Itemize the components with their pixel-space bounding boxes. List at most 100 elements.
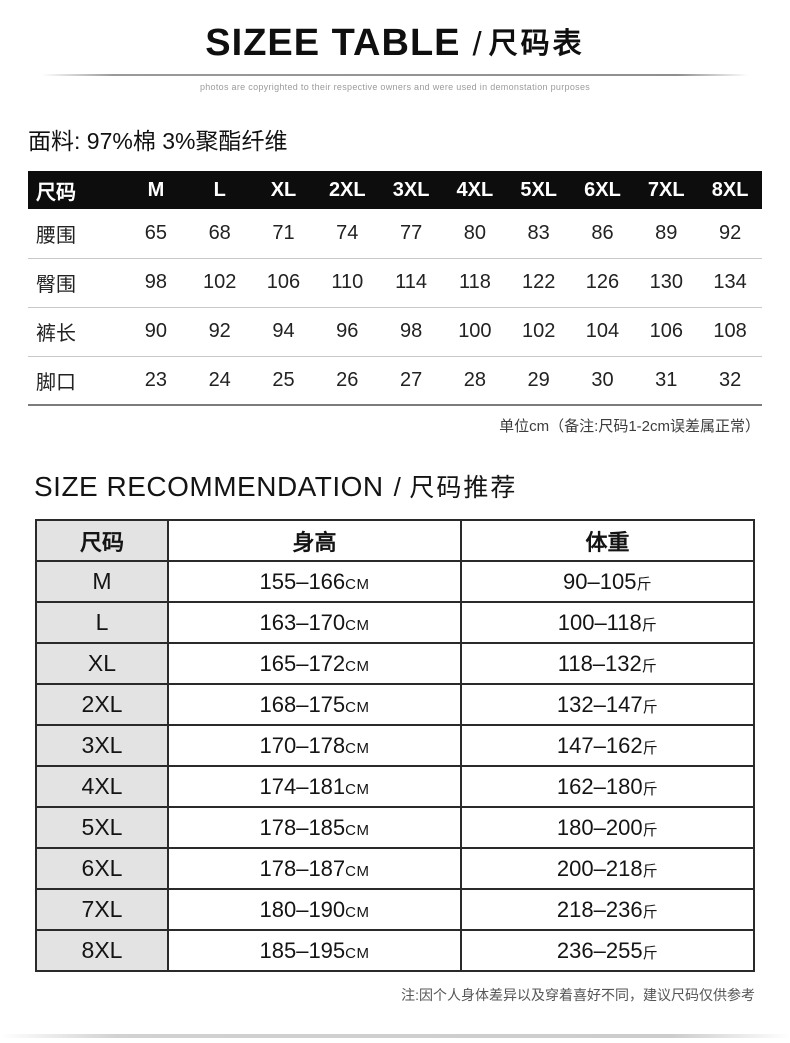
recommendation-table-head: 尺码 身高 体重 — [35, 519, 755, 562]
size-table-row: 裤长 90 92 94 96 98 100 102 104 106 108 — [28, 307, 762, 356]
size-table-cell: 118 — [458, 271, 491, 293]
rec-size-cell: 4XL — [35, 765, 169, 808]
rec-weight-range: 180–200 — [556, 814, 643, 840]
size-table-cell: 102 — [203, 271, 237, 293]
rec-weight-range: 132–147 — [556, 691, 643, 717]
rec-weight-cell: 147–162斤 — [460, 724, 755, 767]
fabric-note: 面料: 97%棉 3%聚酯纤维 — [28, 128, 288, 154]
size-table-cell: 134 — [713, 271, 747, 293]
rec-height-range: 178–185 — [259, 814, 346, 840]
size-table-cell: 102 — [521, 320, 556, 342]
size-table-cell: 31 — [655, 368, 678, 391]
size-table-cell: 130 — [649, 271, 683, 293]
rec-height-range: 185–195 — [259, 937, 346, 963]
size-table-cell: 110 — [331, 271, 364, 293]
rec-weight-range: 118–132 — [557, 650, 642, 676]
size-table-row: 腰围 65 68 71 74 77 80 83 86 89 92 — [28, 209, 762, 258]
size-table-header-3xl: 3XL — [379, 171, 443, 209]
size-table-cell: 68 — [208, 221, 231, 244]
rec-weight-unit: 斤 — [641, 616, 658, 634]
size-table-body: 腰围 65 68 71 74 77 80 83 86 89 92 臀围 98 102 106 110 114 11… — [28, 209, 762, 405]
copyright-note: photos are copyrighted to their respecti… — [199, 82, 591, 92]
size-table-cell: 27 — [399, 368, 423, 391]
size-table: 尺码 M L XL 2XL 3XL 4XL 5XL 6XL 7XL 8XL 腰围 65 68 71 74 77… — [28, 171, 762, 406]
rec-table-header-1: 身高 — [167, 519, 462, 562]
size-table-row: 臀围 98 102 106 110 114 118 122 126 130 134 — [28, 258, 762, 307]
size-table-head: 尺码 M L XL 2XL 3XL 4XL 5XL 6XL 7XL 8XL — [28, 171, 762, 209]
size-table-cell: 94 — [272, 320, 295, 342]
size-table-cell: 24 — [208, 368, 231, 391]
rec-weight-range: 236–255 — [556, 937, 643, 963]
rec-table-row: 8XL 185–195CM 236–255斤 — [35, 929, 755, 972]
rec-height-cell: 155–166CM — [167, 560, 462, 603]
rec-weight-unit: 斤 — [642, 698, 659, 716]
rec-weight-unit: 斤 — [642, 739, 659, 757]
recommendation-title-en: SIZE RECOMMENDATION — [34, 471, 384, 502]
rec-height-unit: CM — [345, 616, 370, 634]
size-table-header-m: M — [124, 171, 188, 209]
rec-weight-unit: 斤 — [642, 944, 659, 962]
recommendation-table-header-row: 尺码 身高 体重 — [35, 519, 755, 562]
rec-weight-cell: 90–105斤 — [460, 560, 755, 603]
size-table-cell: 100 — [458, 320, 492, 342]
rec-size-cell: M — [35, 560, 169, 603]
size-table-cell: 108 — [713, 320, 747, 342]
rec-weight-cell: 132–147斤 — [460, 683, 755, 726]
size-table-header-7xl: 7XL — [634, 171, 699, 209]
size-table-row-label: 臀围 — [36, 274, 76, 296]
rec-size-cell: 2XL — [35, 683, 169, 726]
size-table-cell: 98 — [144, 271, 168, 293]
rec-height-cell: 163–170CM — [167, 601, 462, 644]
size-table-cell: 25 — [272, 368, 295, 391]
rec-height-range: 155–166 — [259, 568, 346, 594]
rec-weight-cell: 162–180斤 — [460, 765, 755, 808]
title-divider-line — [42, 74, 748, 76]
size-table-cell: 86 — [591, 221, 614, 244]
rec-table-row: 2XL 168–175CM 132–147斤 — [35, 683, 755, 726]
rec-weight-range: 218–236 — [556, 896, 643, 922]
size-table-cell: 28 — [463, 368, 486, 391]
rec-size-cell: 7XL — [35, 888, 169, 931]
rec-height-cell: 165–172CM — [167, 642, 462, 685]
rec-weight-range: 147–162 — [556, 732, 643, 758]
rec-weight-unit: 斤 — [642, 903, 659, 921]
rec-weight-unit: 斤 — [641, 657, 658, 675]
rec-size-cell: 6XL — [35, 847, 169, 890]
size-table-cell: 98 — [399, 320, 423, 342]
rec-height-range: 178–187 — [259, 855, 346, 881]
rec-size-cell: 3XL — [35, 724, 169, 767]
rec-height-cell: 178–185CM — [167, 806, 462, 849]
size-table-cell: 126 — [585, 271, 620, 293]
rec-height-range: 180–190 — [259, 896, 346, 922]
rec-height-unit: CM — [345, 821, 370, 839]
rec-weight-range: 100–118 — [557, 609, 642, 635]
size-table-cell: 32 — [718, 368, 742, 391]
recommendation-title-slash: / — [393, 472, 402, 502]
rec-height-unit: CM — [345, 575, 370, 593]
rec-size-cell: L — [35, 601, 169, 644]
rec-weight-cell: 200–218斤 — [460, 847, 755, 890]
recommendation-title: SIZE RECOMMENDATION / 尺码推荐 — [34, 468, 790, 504]
size-table-header-xl: XL — [251, 171, 316, 209]
rec-weight-cell: 180–200斤 — [460, 806, 755, 849]
size-table-cell: 80 — [463, 221, 486, 244]
rec-weight-cell: 100–118斤 — [460, 601, 755, 644]
size-table-cell: 30 — [591, 368, 614, 391]
size-table-row: 脚口 23 24 25 26 27 28 29 30 31 32 — [28, 356, 762, 405]
rec-height-unit: CM — [345, 739, 370, 757]
page-title: SIZEE TABLE / 尺码表 — [0, 20, 790, 65]
rec-height-cell: 180–190CM — [167, 888, 462, 931]
rec-table-row: 6XL 178–187CM 200–218斤 — [35, 847, 755, 890]
size-table-cell: 29 — [527, 368, 550, 391]
rec-height-unit: CM — [345, 862, 370, 880]
rec-height-range: 163–170 — [259, 609, 346, 635]
size-table-header-label: 尺码 — [28, 171, 124, 209]
size-table-cell: 92 — [718, 221, 742, 244]
recommendation-table-body: M 155–166CM 90–105斤 L 163–170CM 100–118斤 XL 165… — [35, 560, 755, 972]
rec-height-unit: CM — [345, 903, 370, 921]
rec-height-unit: CM — [345, 944, 370, 962]
rec-table-row: 7XL 180–190CM 218–236斤 — [35, 888, 755, 931]
size-table-cell: 106 — [266, 271, 301, 293]
size-table-cell: 23 — [144, 368, 168, 391]
rec-height-unit: CM — [345, 657, 370, 675]
